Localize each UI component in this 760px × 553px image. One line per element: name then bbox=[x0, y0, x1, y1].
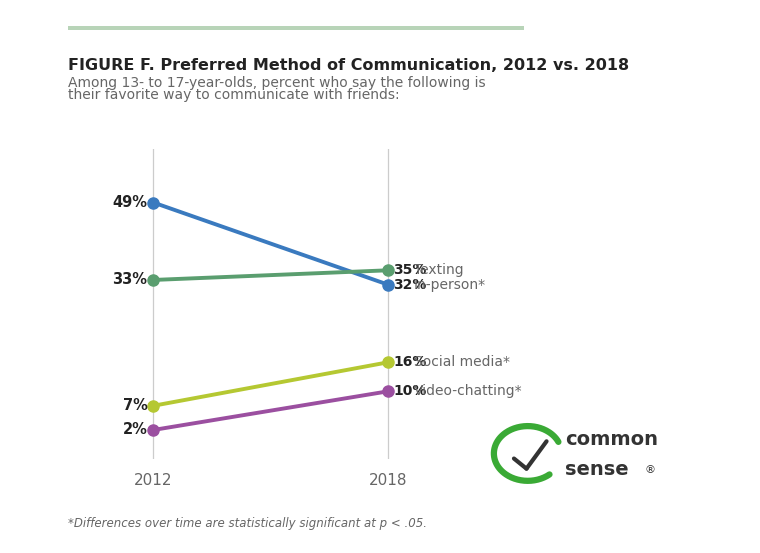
Text: 7%: 7% bbox=[122, 398, 147, 413]
Text: 33%: 33% bbox=[112, 273, 147, 288]
Text: 10%: 10% bbox=[393, 384, 426, 398]
Text: In-person*: In-person* bbox=[414, 278, 486, 292]
Text: ®: ® bbox=[644, 465, 655, 474]
Text: 49%: 49% bbox=[112, 195, 147, 210]
Text: Among 13- to 17-year-olds, percent who say the following is: Among 13- to 17-year-olds, percent who s… bbox=[68, 76, 486, 90]
Text: 2%: 2% bbox=[122, 422, 147, 437]
Text: sense: sense bbox=[565, 460, 629, 479]
Text: Video-chatting*: Video-chatting* bbox=[414, 384, 523, 398]
Text: their favorite way to communicate with friends:: their favorite way to communicate with f… bbox=[68, 88, 400, 102]
Text: 35%: 35% bbox=[393, 263, 426, 277]
Text: Texting: Texting bbox=[414, 263, 464, 277]
Text: 16%: 16% bbox=[393, 355, 426, 369]
Text: common: common bbox=[565, 430, 658, 449]
Text: FIGURE F. Preferred Method of Communication, 2012 vs. 2018: FIGURE F. Preferred Method of Communicat… bbox=[68, 58, 629, 73]
Text: Social media*: Social media* bbox=[414, 355, 510, 369]
Text: 32%: 32% bbox=[393, 278, 426, 292]
Text: *Differences over time are statistically significant at p < .05.: *Differences over time are statistically… bbox=[68, 517, 427, 530]
